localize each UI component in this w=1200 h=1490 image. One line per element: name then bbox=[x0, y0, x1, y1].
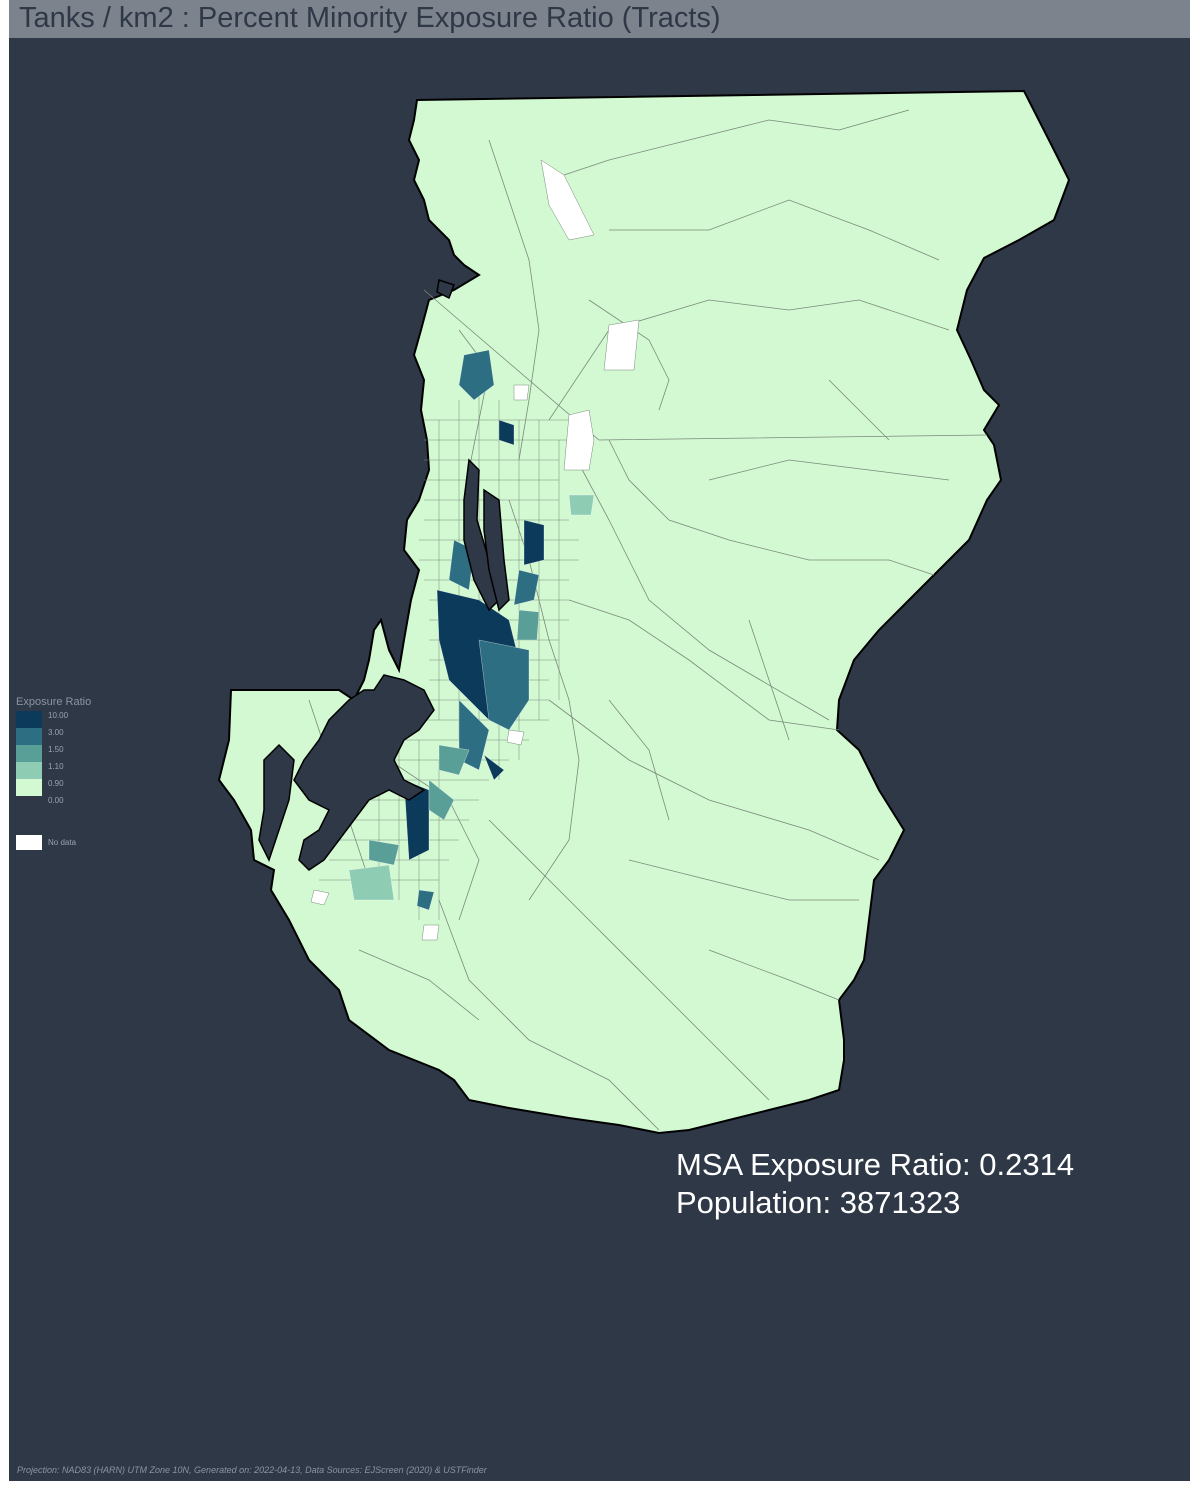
legend-label: 10.00 bbox=[48, 711, 69, 720]
legend-swatch-no-data bbox=[16, 835, 42, 850]
legend: Exposure Ratio 10.00 3.00 1.50 1.10 0.90… bbox=[16, 696, 126, 850]
footer-credits: Projection: NAD83 (HARN) UTM Zone 10N, G… bbox=[17, 1465, 487, 1475]
legend-label: 0.90 bbox=[48, 779, 64, 788]
title-bar: Tanks / km2 : Percent Minority Exposure … bbox=[9, 0, 1190, 38]
legend-no-data-label: No data bbox=[48, 838, 77, 847]
legend-label: 1.10 bbox=[48, 762, 64, 771]
legend-swatch-3 bbox=[16, 728, 42, 745]
legend-swatch-1-5 bbox=[16, 745, 42, 762]
msa-stats: MSA Exposure Ratio: 0.2314 Population: 3… bbox=[676, 1146, 1074, 1222]
msa-land bbox=[217, 89, 1071, 1135]
map-frame: Tanks / km2 : Percent Minority Exposure … bbox=[9, 0, 1190, 1481]
legend-label: 0.00 bbox=[48, 796, 64, 805]
legend-swatches: 10.00 3.00 1.50 1.10 0.90 0.00 No data bbox=[16, 711, 106, 850]
no-data-tracts bbox=[310, 159, 640, 941]
map-title: Tanks / km2 : Percent Minority Exposure … bbox=[19, 2, 721, 34]
legend-label: 3.00 bbox=[48, 728, 64, 737]
legend-label: 1.50 bbox=[48, 745, 64, 754]
legend-title: Exposure Ratio bbox=[16, 696, 92, 708]
exposure-ratio-text: MSA Exposure Ratio: 0.2314 bbox=[676, 1147, 1075, 1182]
choropleth-map bbox=[217, 89, 1071, 1135]
population-text: Population: 3871323 bbox=[676, 1185, 961, 1220]
legend-swatch-1-1 bbox=[16, 762, 42, 779]
legend-swatch-10 bbox=[16, 711, 42, 728]
water-bodies bbox=[258, 279, 510, 871]
legend-swatch-0-9 bbox=[16, 779, 42, 796]
